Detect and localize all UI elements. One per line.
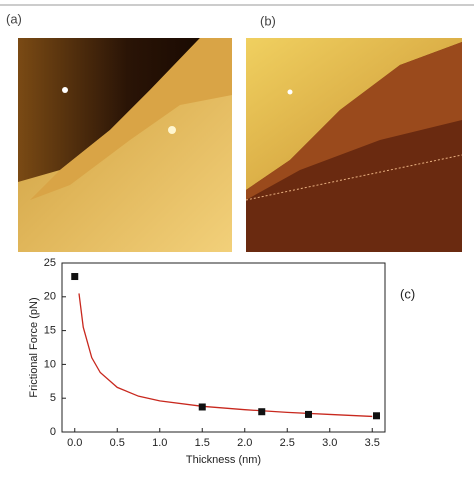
y-tick-label: 0 — [50, 426, 56, 438]
fit-line — [78, 293, 373, 418]
data-point — [373, 412, 380, 420]
data-point — [71, 273, 79, 281]
x-tick-label: 0.5 — [110, 437, 125, 449]
y-tick-label: 10 — [44, 358, 56, 370]
data-point — [198, 403, 206, 411]
y-tick-label: 5 — [50, 392, 56, 404]
y-tick-label: 15 — [44, 325, 56, 337]
plot-frame — [61, 262, 386, 433]
x-axis-label: Thickness (nm) — [186, 454, 261, 466]
x-tick-label: 2.0 — [237, 437, 252, 449]
y-axis-label: Frictional Force (pN) — [28, 297, 40, 397]
y-tick-label: 25 — [44, 257, 56, 269]
x-tick-label: 1.5 — [195, 437, 210, 449]
x-tick-label: 3.0 — [322, 437, 337, 449]
x-tick-label: 0.0 — [67, 437, 82, 449]
data-point — [305, 410, 312, 418]
x-tick-label: 1.0 — [152, 437, 167, 449]
afm-image-b — [245, 38, 463, 252]
afm-image-a — [18, 38, 232, 252]
panel-label: (a) — [6, 11, 22, 26]
panel-label: (b) — [260, 13, 276, 28]
data-point — [258, 408, 266, 416]
x-tick-label: 2.5 — [280, 437, 295, 449]
annotation: (c) — [400, 286, 415, 301]
x-tick-label: 3.5 — [365, 437, 380, 449]
y-tick-label: 20 — [44, 291, 56, 303]
